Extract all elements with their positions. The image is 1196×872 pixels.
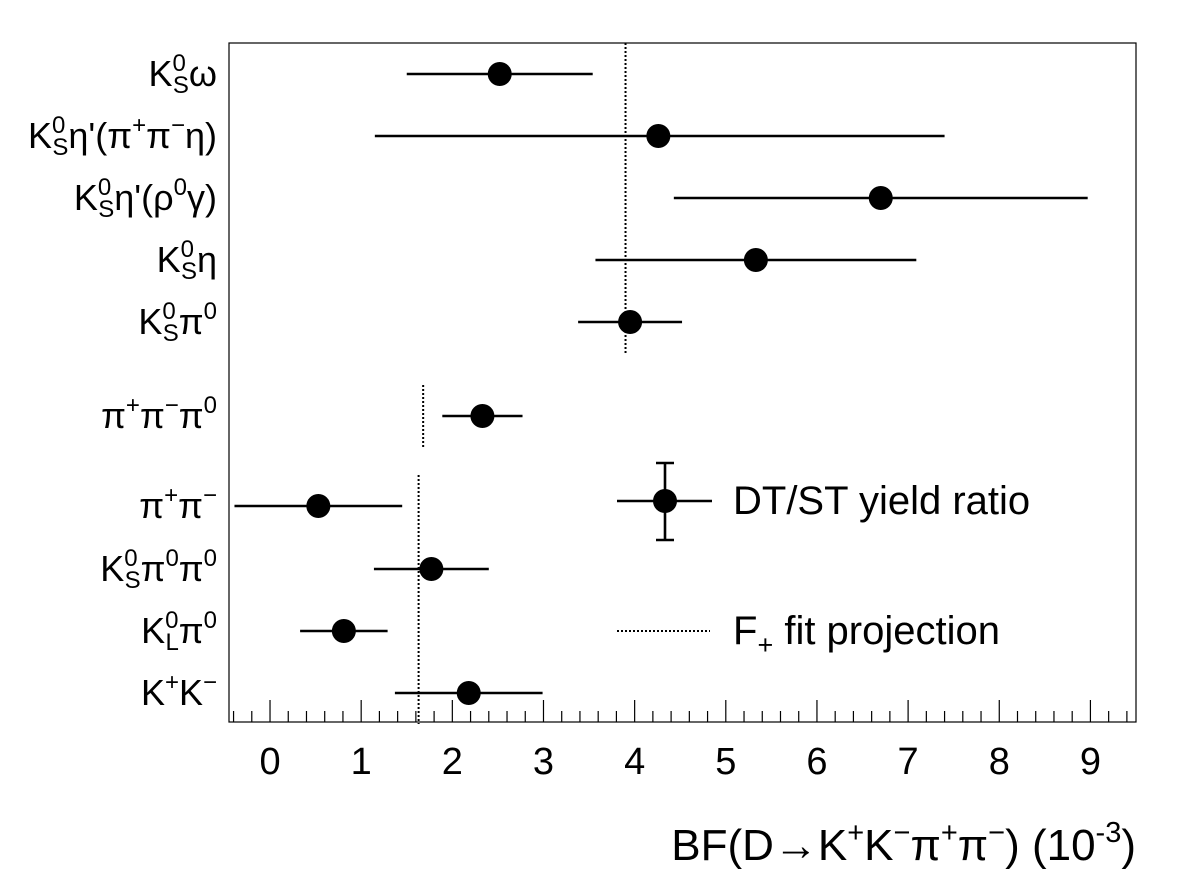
data-point-marker [868, 186, 893, 210]
channel-label: K+K− [141, 669, 217, 713]
data-point-marker [743, 248, 768, 272]
channel-label: K0 Sη [157, 236, 217, 285]
data-point-marker [331, 619, 356, 643]
data-point-marker [456, 681, 481, 705]
channel-label: K0 Sπ0π0 [100, 545, 217, 594]
data-point-marker [419, 557, 444, 581]
legend-point-marker [617, 461, 712, 542]
data-point-marker [470, 404, 495, 428]
legend-label-points: DT/ST yield ratio [733, 479, 1030, 523]
channel-label: π+π− [139, 482, 217, 526]
x-tick-label: 3 [533, 741, 554, 783]
x-axis-ticks [232, 700, 1128, 722]
data-point-marker [306, 494, 331, 518]
data-point-marker [646, 124, 671, 148]
channel-label: K0 Lπ0 [141, 607, 217, 656]
x-axis-title: BF(D→K+K−π+π−) (10-3) [671, 817, 1136, 870]
x-tick-label: 8 [989, 741, 1010, 783]
channel-label: K0 Sη'(π+π−η) [28, 112, 217, 161]
data-point-marker [618, 310, 643, 334]
data-points [234, 62, 1088, 705]
x-tick-label: 2 [442, 741, 463, 783]
x-tick-label: 9 [1080, 741, 1101, 783]
legend-label-projection: F+ fit projection [733, 609, 1000, 660]
channel-label: K0 Sη'(ρ0γ) [74, 174, 217, 223]
channel-label: K0 Sω [149, 50, 218, 99]
data-point-marker [487, 62, 512, 86]
legend: DT/ST yield ratio F+ fit projection [617, 461, 1030, 660]
channel-label: π+π−π0 [101, 392, 217, 436]
channel-label: K0 Sπ0 [138, 298, 217, 347]
x-tick-label: 1 [351, 741, 372, 783]
x-axis-tick-labels: 0 1 2 3 4 5 6 7 8 9 [259, 741, 1101, 783]
x-tick-label: 4 [624, 741, 645, 783]
plot-frame [228, 42, 1137, 723]
x-tick-label: 0 [259, 741, 280, 783]
x-tick-label: 6 [806, 741, 827, 783]
fit-projection-lines [417, 43, 627, 724]
x-tick-label: 7 [898, 741, 919, 783]
x-tick-label: 5 [715, 741, 736, 783]
